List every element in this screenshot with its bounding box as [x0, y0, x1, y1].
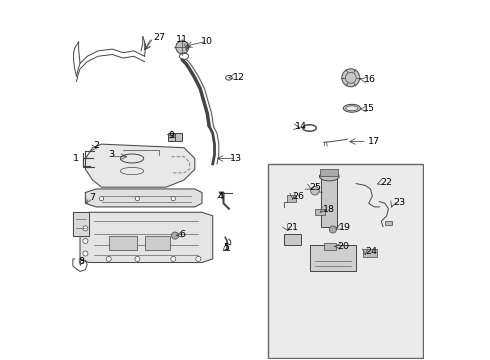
Circle shape	[106, 256, 111, 261]
Text: 4: 4	[218, 192, 224, 201]
Text: 15: 15	[364, 104, 375, 113]
Text: 21: 21	[286, 223, 298, 232]
Bar	[269, 164, 422, 357]
Text: 27: 27	[153, 33, 166, 42]
Circle shape	[171, 197, 175, 201]
Text: 17: 17	[368, 137, 380, 146]
Text: 1: 1	[74, 154, 79, 163]
Text: 7: 7	[89, 193, 95, 202]
Text: 8: 8	[78, 257, 84, 266]
Circle shape	[176, 41, 189, 54]
Circle shape	[135, 256, 140, 261]
Bar	[385, 221, 392, 225]
Circle shape	[171, 256, 176, 261]
Text: 5: 5	[223, 243, 229, 252]
Text: 26: 26	[293, 192, 305, 201]
Bar	[287, 195, 296, 202]
Bar	[321, 176, 337, 226]
Bar	[324, 243, 337, 250]
Bar	[310, 244, 356, 271]
Circle shape	[83, 238, 88, 243]
Text: 11: 11	[176, 35, 188, 44]
Bar	[145, 235, 170, 250]
Text: 9: 9	[169, 131, 174, 140]
Text: 2: 2	[94, 141, 99, 150]
Circle shape	[311, 186, 319, 195]
Text: 22: 22	[381, 178, 392, 187]
Ellipse shape	[346, 106, 358, 111]
Text: 23: 23	[393, 198, 405, 207]
Ellipse shape	[319, 172, 339, 181]
Bar	[320, 168, 338, 176]
Bar	[168, 133, 182, 140]
Polygon shape	[85, 144, 195, 187]
Circle shape	[99, 197, 104, 201]
Bar	[315, 209, 325, 215]
Circle shape	[135, 197, 140, 201]
Text: 19: 19	[339, 223, 351, 232]
Text: 18: 18	[323, 205, 335, 214]
Circle shape	[329, 226, 337, 233]
Bar	[285, 234, 300, 244]
Text: 25: 25	[309, 183, 321, 192]
Bar	[109, 235, 137, 250]
Text: 6: 6	[179, 230, 185, 239]
Ellipse shape	[343, 104, 361, 112]
Circle shape	[172, 232, 179, 239]
Polygon shape	[73, 212, 89, 235]
Circle shape	[83, 251, 88, 256]
Text: 24: 24	[365, 247, 377, 256]
Text: 13: 13	[230, 154, 242, 163]
Polygon shape	[85, 189, 202, 207]
Bar	[364, 249, 377, 257]
Text: 3: 3	[108, 150, 114, 159]
Text: 16: 16	[365, 75, 376, 84]
Polygon shape	[80, 212, 213, 262]
Text: 12: 12	[232, 73, 245, 82]
Text: 14: 14	[295, 122, 307, 131]
Circle shape	[342, 69, 360, 87]
Text: 10: 10	[201, 37, 213, 46]
Circle shape	[83, 226, 88, 231]
Text: 20: 20	[338, 242, 349, 251]
Circle shape	[196, 256, 201, 261]
